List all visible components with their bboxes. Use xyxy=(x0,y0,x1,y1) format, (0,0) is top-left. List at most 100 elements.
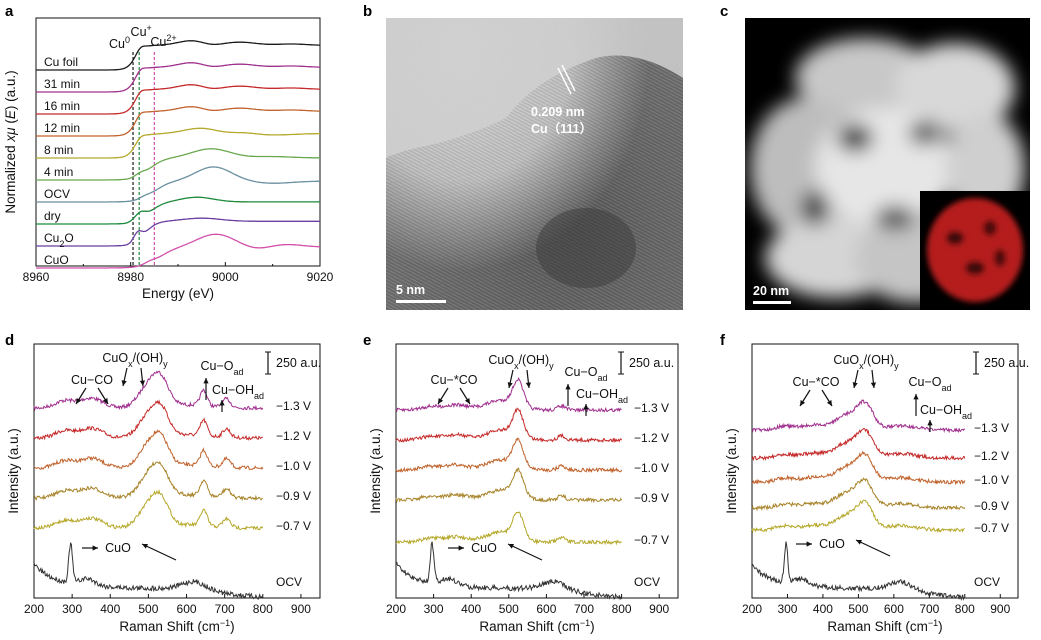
haadf-micrograph: 20 nm xyxy=(745,18,1030,310)
raman-x-tick-label: 400 xyxy=(813,602,833,616)
xanes-series-line xyxy=(36,127,320,159)
xanes-series-line xyxy=(36,62,320,93)
panel-letter-b: b xyxy=(363,3,372,20)
raman-cuo-arrow-right-head xyxy=(508,543,514,549)
raman-x-tick-label: 700 xyxy=(215,602,235,616)
raman-series-line xyxy=(751,499,965,534)
xanes-series-label: CuO xyxy=(44,253,69,267)
panel-letter-d: d xyxy=(5,332,14,349)
xanes-series-line xyxy=(36,233,321,269)
raman-cu-ohad-label: Cu−OHad xyxy=(212,383,264,401)
raman-series-label: −0.7 V xyxy=(974,521,1009,535)
xanes-series-line xyxy=(36,196,320,225)
raman-y-axis-label: Intensity (a.u.) xyxy=(6,428,21,514)
raman-cu-ohad-label: Cu−OHad xyxy=(576,387,628,405)
raman-series-line xyxy=(33,399,263,441)
raman-series-label: −1.0 V xyxy=(276,459,311,473)
raman-cuox-label: CuOx/(OH)y xyxy=(488,353,554,371)
raman-cu-co-arrow-head xyxy=(826,400,832,406)
raman-series-label: OCV xyxy=(276,575,302,589)
raman-series-label: −1.3 V xyxy=(276,399,311,413)
raman-plot-frame xyxy=(395,343,679,599)
raman-x-tick-label: 600 xyxy=(536,602,556,616)
xanes-series-label: dry xyxy=(44,209,61,223)
raman-series-line xyxy=(751,541,965,602)
raman-y-axis-label: Intensity (a.u.) xyxy=(724,428,739,514)
lattice-plane-label: Cu（111） xyxy=(531,121,592,136)
raman-cu-oad-arrow-head xyxy=(203,378,209,384)
xanes-ref-label-cu0: Cu0 xyxy=(109,35,130,51)
raman-x-tick-label: 500 xyxy=(499,602,519,616)
raman-series-label: −1.0 V xyxy=(634,461,669,475)
raman-cu-ohad-arrow-head xyxy=(927,420,933,426)
raman-cuo-arrow-right xyxy=(507,543,543,561)
raman-cuox-arrow-head xyxy=(525,382,531,388)
raman-series-line xyxy=(395,437,623,474)
raman-plot-frame xyxy=(751,343,1019,599)
raman-x-tick-label: 400 xyxy=(100,602,120,616)
haadf-scalebar-label: 20 nm xyxy=(753,284,789,298)
raman-cu-ohad-label: Cu−OHad xyxy=(920,403,972,421)
xanes-series-line xyxy=(36,40,320,71)
raman-cuox-label: CuOx/(OH)y xyxy=(833,353,899,371)
raman-series-line xyxy=(751,399,966,434)
raman-cuo-arrow-right xyxy=(141,543,177,561)
raman-cuox-arrow-head xyxy=(507,382,513,388)
raman-x-tick-label: 800 xyxy=(612,602,632,616)
raman-x-tick-label: 900 xyxy=(990,602,1010,616)
xanes-ref-label-cu2: Cu2+ xyxy=(150,33,176,49)
raman-cuo-arrow-left-head xyxy=(806,541,812,547)
raman-x-tick-label: 200 xyxy=(24,602,44,616)
xanes-series-label: Cu foil xyxy=(44,55,78,69)
raman-x-axis-label: Raman Shift (cm−1) xyxy=(827,618,942,634)
raman-series-label: −0.7 V xyxy=(276,519,311,533)
xanes-series-label: OCV xyxy=(44,187,70,201)
raman-plot-frame xyxy=(33,343,321,599)
raman-x-tick-label: 900 xyxy=(291,602,311,616)
raman-cuox-label: CuOx/(OH)y xyxy=(102,351,168,369)
raman-series-label: −0.7 V xyxy=(634,533,669,547)
xanes-chart: 8960 8980 9000 9020 Energy (eV) Normalized xμ… xyxy=(3,17,334,301)
eds-map-inset xyxy=(920,191,1030,310)
raman-series-label: −1.2 V xyxy=(634,431,669,445)
xanes-series-label: 16 min xyxy=(44,99,80,113)
raman-scale-label: 250 a.u. xyxy=(276,356,321,370)
raman-series-line xyxy=(395,511,622,546)
raman-cu-oad-label: Cu−Oad xyxy=(200,359,243,377)
xanes-x-tick-label: 8980 xyxy=(117,270,144,284)
raman-cuo-label: CuO xyxy=(819,537,845,551)
tem-scalebar xyxy=(396,300,446,303)
tem-micrograph: 0.209 nm Cu（111） 5 nm xyxy=(386,18,683,310)
raman-x-tick-label: 600 xyxy=(177,602,197,616)
raman-series-label: −0.9 V xyxy=(276,489,311,503)
lattice-marker-2 xyxy=(561,64,576,92)
tem-background-region xyxy=(386,18,683,158)
raman-cu-co-label: Cu−*CO xyxy=(431,373,478,387)
raman-series-line xyxy=(33,429,264,471)
raman-x-tick-label: 200 xyxy=(742,602,762,616)
raman-cu-co-arrow-head xyxy=(800,400,806,406)
raman-x-tick-label: 900 xyxy=(649,602,669,616)
raman-cuo-arrow-right-head xyxy=(142,543,148,549)
raman-cu-co-arrow-head xyxy=(102,398,108,404)
xanes-series-line xyxy=(36,84,320,115)
tem-overlay: 0.209 nm Cu（111） 5 nm xyxy=(386,18,683,303)
haadf-scalebar xyxy=(753,301,791,304)
raman-series-label: −0.9 V xyxy=(974,499,1009,513)
raman-cu-co-label: Cu−*CO xyxy=(793,375,840,389)
raman-cu-co-arrow-head xyxy=(438,398,444,404)
xanes-series-label: Cu2O xyxy=(44,231,74,249)
xanes-series-label: 12 min xyxy=(44,121,80,135)
raman-cuox-arrow-head xyxy=(852,382,858,388)
panel-letter-c: c xyxy=(720,3,728,20)
raman-cu-co-label: Cu−CO xyxy=(71,373,113,387)
raman-series-label: −1.2 V xyxy=(974,449,1009,463)
raman-cu-ohad-arrow-head xyxy=(583,404,589,410)
raman-series-line xyxy=(33,370,264,412)
raman-cuox-arrow-head xyxy=(139,380,145,386)
haadf-overlay: 20 nm xyxy=(750,38,1030,310)
panel-letter-e: e xyxy=(363,332,371,349)
raman-cuo-arrow-left-head xyxy=(458,545,464,551)
raman-x-tick-label: 600 xyxy=(884,602,904,616)
